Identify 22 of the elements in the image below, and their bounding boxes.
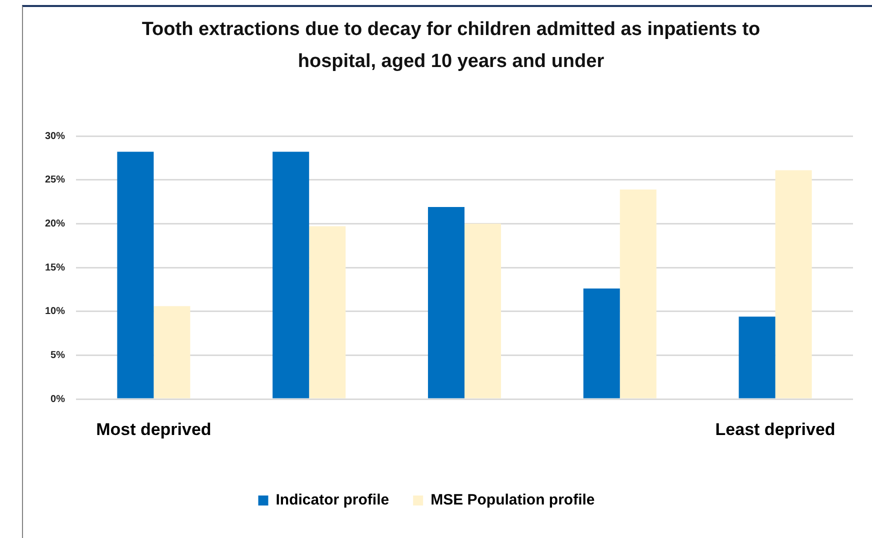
bar — [620, 189, 656, 398]
bar — [775, 170, 812, 398]
bar — [272, 152, 310, 398]
bar — [464, 224, 502, 398]
y-tick-label: 0% — [50, 394, 66, 405]
legend-label: MSE Population profile — [430, 492, 595, 509]
bar — [154, 306, 190, 398]
bar — [309, 226, 346, 398]
y-tick-label: 10% — [44, 306, 66, 318]
x-tick-label: Most deprived — [96, 420, 212, 439]
bar — [428, 207, 464, 398]
y-tick-label: 25% — [44, 174, 66, 186]
bar — [738, 316, 776, 398]
y-tick-label: 15% — [44, 262, 66, 274]
bar — [117, 152, 154, 398]
chart-title: Tooth extractions due to decay for children admitted as inpatients to hospital, aged 10 years and under — [140, 18, 762, 74]
y-tick-label: 30% — [44, 130, 66, 142]
y-tick-label: 20% — [44, 218, 66, 230]
y-tick-label: 5% — [50, 350, 66, 361]
bar — [583, 288, 620, 398]
legend-label: Indicator profile — [276, 492, 390, 509]
x-tick-label: Least deprived — [715, 420, 836, 439]
